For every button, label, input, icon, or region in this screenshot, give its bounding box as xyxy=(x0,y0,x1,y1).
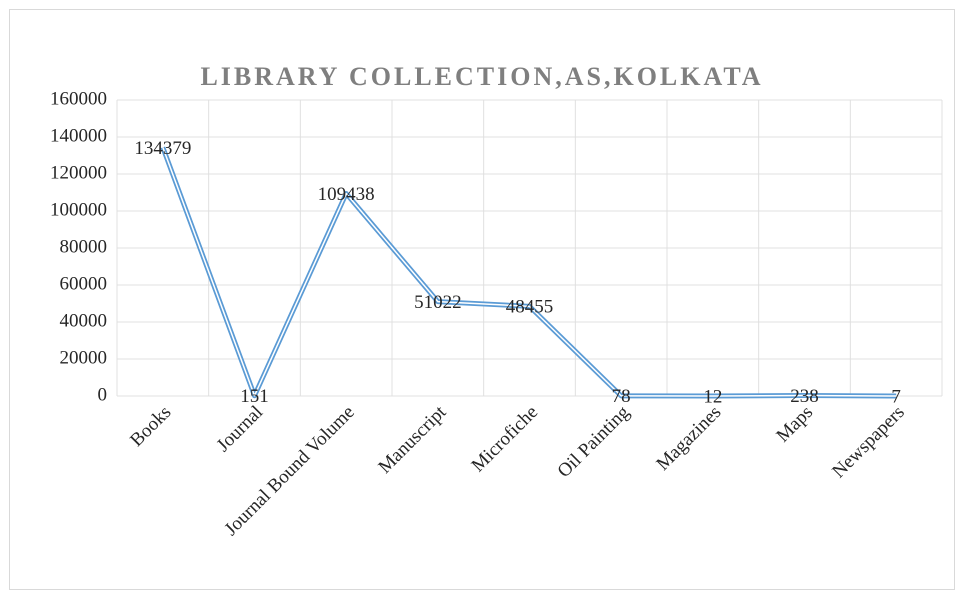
y-tick-label: 80000 xyxy=(60,236,108,257)
data-label: 12 xyxy=(703,386,722,407)
y-tick-label: 40000 xyxy=(60,310,108,331)
line-inner xyxy=(162,147,897,397)
data-label: 134379 xyxy=(134,138,191,159)
data-label: 109438 xyxy=(318,184,375,205)
y-tick-label: 0 xyxy=(98,384,108,405)
data-label: 151 xyxy=(240,386,269,407)
y-tick-label: 120000 xyxy=(50,162,107,183)
data-label: 51022 xyxy=(414,292,462,313)
y-tick-label: 60000 xyxy=(60,273,108,294)
data-label: 48455 xyxy=(506,297,554,318)
chart-border xyxy=(9,9,955,590)
data-label: 78 xyxy=(612,386,631,407)
chart-title: LIBRARY COLLECTION,AS,KOLKATA xyxy=(200,62,763,91)
y-tick-label: 160000 xyxy=(50,88,107,109)
y-tick-label: 140000 xyxy=(50,125,107,146)
y-tick-label: 100000 xyxy=(50,199,107,220)
data-label: 7 xyxy=(891,386,901,407)
data-label: 238 xyxy=(790,386,819,407)
y-tick-label: 20000 xyxy=(60,347,108,368)
